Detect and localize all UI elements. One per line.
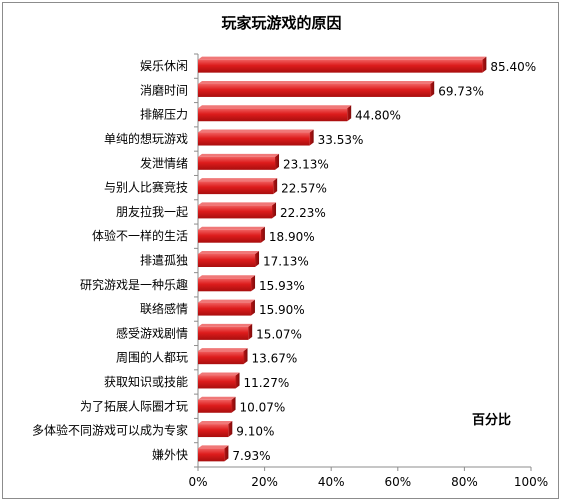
value-label: 18.90% bbox=[269, 230, 315, 244]
category-label: 感受游戏剧情 bbox=[116, 325, 188, 340]
bar-top bbox=[198, 275, 256, 279]
category-label: 多体验不同游戏可以成为专家 bbox=[32, 423, 188, 438]
x-tick-label: 0% bbox=[188, 475, 207, 489]
bar-cap bbox=[430, 80, 435, 97]
bar-cap bbox=[255, 251, 260, 267]
value-label: 10.07% bbox=[240, 400, 286, 414]
value-label: 7.93% bbox=[232, 449, 270, 463]
value-label: 44.80% bbox=[355, 109, 401, 123]
x-tick-label: 20% bbox=[251, 475, 278, 489]
x-tick-label: 40% bbox=[318, 475, 345, 489]
bar-top bbox=[198, 372, 240, 376]
bar-cap bbox=[224, 445, 229, 462]
bar-cap bbox=[228, 421, 233, 438]
bar bbox=[198, 326, 249, 340]
bar-top bbox=[198, 153, 280, 157]
bar-cap bbox=[231, 396, 236, 413]
category-label: 嫌外快 bbox=[152, 448, 188, 462]
value-label: 17.13% bbox=[263, 255, 309, 269]
bar-cap bbox=[482, 56, 487, 73]
bar bbox=[198, 399, 232, 413]
bar bbox=[198, 181, 274, 195]
category-label: 获取知识或技能 bbox=[104, 375, 188, 389]
bar-top bbox=[198, 323, 253, 327]
bar-top bbox=[198, 105, 352, 109]
unit-label: 百分比 bbox=[472, 413, 512, 428]
category-label: 单纯的想玩游戏 bbox=[104, 131, 188, 146]
value-label: 22.23% bbox=[280, 206, 326, 220]
bar-cap bbox=[251, 275, 256, 292]
value-label: 33.53% bbox=[318, 133, 364, 147]
bar bbox=[198, 351, 244, 365]
bar-top bbox=[198, 129, 314, 133]
bar-top bbox=[198, 202, 277, 206]
bar bbox=[198, 229, 261, 243]
bar bbox=[198, 132, 310, 146]
category-label: 为了拓展人际圈才玩 bbox=[80, 399, 188, 413]
bar-cap bbox=[275, 153, 280, 170]
x-tick-label: 60% bbox=[384, 475, 411, 489]
bar-top bbox=[198, 299, 255, 303]
category-label: 娱乐休闲 bbox=[140, 59, 188, 73]
bar bbox=[198, 205, 273, 219]
bar-cap bbox=[243, 348, 248, 365]
category-label: 朋友拉我一起 bbox=[116, 204, 188, 219]
bar-cap bbox=[260, 226, 265, 243]
category-label: 体验不一样的生活 bbox=[92, 228, 188, 243]
chart-title: 玩家玩游戏的原因 bbox=[221, 14, 342, 32]
bar bbox=[198, 254, 256, 267]
bar bbox=[198, 448, 225, 462]
x-tick-label: 100% bbox=[514, 475, 548, 489]
value-label: 69.73% bbox=[438, 84, 484, 98]
bar-cap bbox=[272, 202, 277, 219]
value-label: 15.93% bbox=[259, 279, 305, 293]
category-label: 联络感情 bbox=[140, 301, 188, 316]
bar bbox=[198, 59, 483, 73]
x-tick-label: 80% bbox=[451, 475, 478, 489]
category-label: 周围的人都玩 bbox=[116, 350, 188, 365]
category-label: 消磨时间 bbox=[140, 83, 188, 97]
bar bbox=[198, 302, 251, 316]
bar-top bbox=[198, 421, 233, 425]
category-label: 排解压力 bbox=[140, 108, 188, 122]
value-label: 15.90% bbox=[259, 303, 305, 317]
bar-cap bbox=[273, 178, 278, 195]
bar-cap bbox=[309, 129, 314, 146]
value-label: 22.57% bbox=[281, 182, 327, 196]
bar bbox=[198, 108, 348, 122]
bar-top bbox=[198, 56, 487, 60]
bar-top bbox=[198, 396, 236, 400]
bar-top bbox=[198, 80, 435, 84]
value-label: 15.07% bbox=[256, 327, 302, 341]
bar-top bbox=[198, 251, 260, 254]
value-label: 9.10% bbox=[236, 425, 274, 439]
value-label: 13.67% bbox=[252, 352, 298, 366]
category-label: 与别人比赛竞技 bbox=[104, 180, 188, 195]
bar-cap bbox=[248, 323, 253, 340]
bar bbox=[198, 156, 276, 170]
category-label: 发泄情绪 bbox=[140, 155, 188, 170]
bar bbox=[198, 424, 229, 438]
bar-cap bbox=[347, 105, 352, 122]
bar bbox=[198, 278, 252, 292]
bar-top bbox=[198, 348, 248, 352]
value-label: 23.13% bbox=[283, 157, 329, 171]
bar bbox=[198, 375, 236, 389]
bar bbox=[198, 83, 431, 97]
bar-top bbox=[198, 445, 229, 449]
bar-top bbox=[198, 226, 265, 230]
value-label: 11.27% bbox=[244, 376, 290, 390]
bar-top bbox=[198, 178, 278, 182]
bar-cap bbox=[235, 372, 240, 389]
value-label: 85.40% bbox=[490, 60, 536, 74]
category-label: 排遣孤独 bbox=[140, 253, 188, 268]
category-label: 研究游戏是一种乐趣 bbox=[80, 277, 188, 292]
bar-cap bbox=[250, 299, 255, 316]
